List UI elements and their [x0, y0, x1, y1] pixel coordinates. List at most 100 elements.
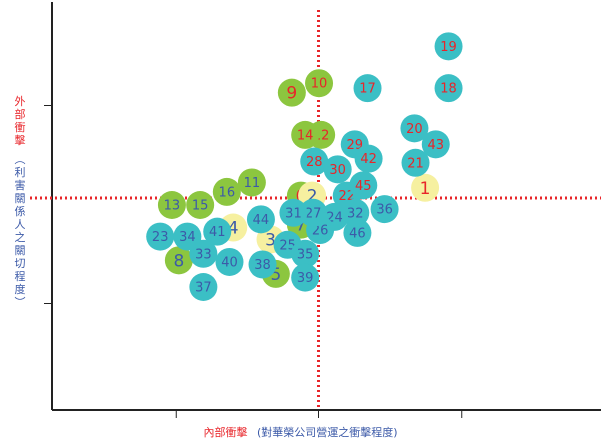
point-label: 11 [244, 176, 261, 191]
data-point-44: 44 [246, 205, 275, 234]
point-marker [354, 144, 383, 173]
x-axis-label-sub: (對華榮公司營運之衝擊程度) [256, 426, 398, 439]
point-label: 34 [179, 230, 196, 245]
point-label: 18 [440, 82, 457, 97]
point-marker [203, 217, 232, 246]
data-point-9: 9 [277, 78, 306, 107]
data-point-37: 37 [189, 273, 218, 301]
point-label: 33 [195, 247, 212, 262]
data-point-43: 43 [421, 130, 450, 159]
data-point-31: 31 [279, 198, 308, 227]
x-axis-label: 內部衝擊 (對華榮公司營運之衝擊程度) [0, 424, 601, 440]
point-label: 19 [440, 40, 457, 55]
point-marker [305, 69, 334, 98]
point-label: 16 [219, 185, 236, 200]
data-point-18: 18 [434, 74, 463, 103]
data-point-27: 27 [299, 198, 328, 227]
axes [44, 2, 601, 418]
point-marker [291, 120, 320, 149]
point-label: 7 [295, 216, 306, 236]
data-point-40: 40 [215, 247, 244, 276]
point-marker [215, 247, 244, 276]
point-label: 25 [279, 238, 296, 253]
point-label: 35 [297, 247, 314, 262]
point-label: 37 [195, 281, 212, 296]
data-point-23: 23 [146, 222, 175, 251]
point-marker [237, 168, 266, 197]
point-label: 46 [349, 226, 366, 241]
point-label: 3 [265, 230, 276, 250]
x-axis-label-main: 內部衝擊 [203, 426, 248, 439]
point-marker [291, 263, 320, 292]
data-point-19: 19 [434, 32, 463, 61]
point-marker [323, 155, 352, 184]
point-label: 5 [270, 265, 281, 285]
point-marker [343, 218, 372, 247]
data-point-46: 46 [343, 218, 372, 247]
point-marker [248, 250, 277, 279]
point-marker [299, 198, 328, 227]
point-marker [434, 32, 463, 61]
data-point-45: 45 [349, 171, 378, 200]
data-point-20: 20 [400, 114, 429, 143]
point-label: 43 [427, 138, 444, 153]
point-marker [349, 171, 378, 200]
point-label: 42 [360, 152, 377, 167]
point-marker [277, 78, 306, 107]
point-label: 26 [312, 224, 329, 239]
point-label: 45 [355, 179, 372, 194]
point-marker [146, 222, 175, 251]
point-label: 17 [359, 82, 376, 97]
point-marker [279, 198, 308, 227]
data-point-30: 30 [323, 155, 352, 184]
data-point-16: 16 [212, 177, 241, 206]
point-label: 31 [285, 206, 302, 221]
point-marker [400, 114, 429, 143]
point-label: 28 [306, 155, 323, 170]
point-label: 2 [307, 187, 318, 207]
data-point-1: 1 [411, 173, 440, 202]
point-label: 15 [192, 199, 209, 214]
point-label: 41 [209, 225, 226, 240]
data-point-17: 17 [353, 74, 382, 103]
point-label: 36 [376, 203, 393, 218]
data-point-35: 35 [291, 239, 320, 268]
data-point-42: 42 [354, 144, 383, 173]
point-label: 13 [164, 199, 181, 214]
y-axis-label: 外部衝擊 ︵ 利害關係人之關切程度 ︶ [10, 95, 30, 309]
point-label: 40 [221, 255, 238, 270]
point-marker [421, 130, 450, 159]
point-marker [353, 74, 382, 103]
point-marker [370, 195, 399, 224]
data-point-38: 38 [248, 250, 277, 279]
point-marker [434, 74, 463, 103]
point-label: 39 [297, 271, 314, 286]
point-label: 14 [297, 128, 314, 143]
data-point-28: 28 [300, 147, 329, 176]
point-label: 9 [286, 84, 297, 104]
y-axis-label-sub: ︵ 利害關係人之關切程度 ︶ [14, 153, 26, 309]
point-label: 30 [329, 163, 346, 178]
data-point-15: 15 [186, 191, 215, 219]
point-marker [401, 148, 430, 177]
data-point-21: 21 [401, 148, 430, 177]
data-point-34: 34 [173, 222, 202, 251]
point-marker [246, 205, 275, 234]
point-label: 10 [311, 77, 328, 92]
data-point-10: 10 [305, 69, 334, 98]
point-marker [212, 177, 241, 206]
data-point-39: 39 [291, 263, 320, 292]
point-marker [157, 191, 186, 219]
data-point-14: 14 [291, 120, 320, 149]
point-label: 1 [420, 179, 431, 199]
data-point-41: 41 [203, 217, 232, 246]
point-marker [173, 222, 202, 251]
point-marker [186, 191, 215, 219]
point-marker [411, 173, 440, 202]
point-marker [291, 239, 320, 268]
point-marker [189, 273, 218, 301]
point-label: 32 [347, 206, 364, 221]
point-label: 23 [152, 230, 169, 245]
